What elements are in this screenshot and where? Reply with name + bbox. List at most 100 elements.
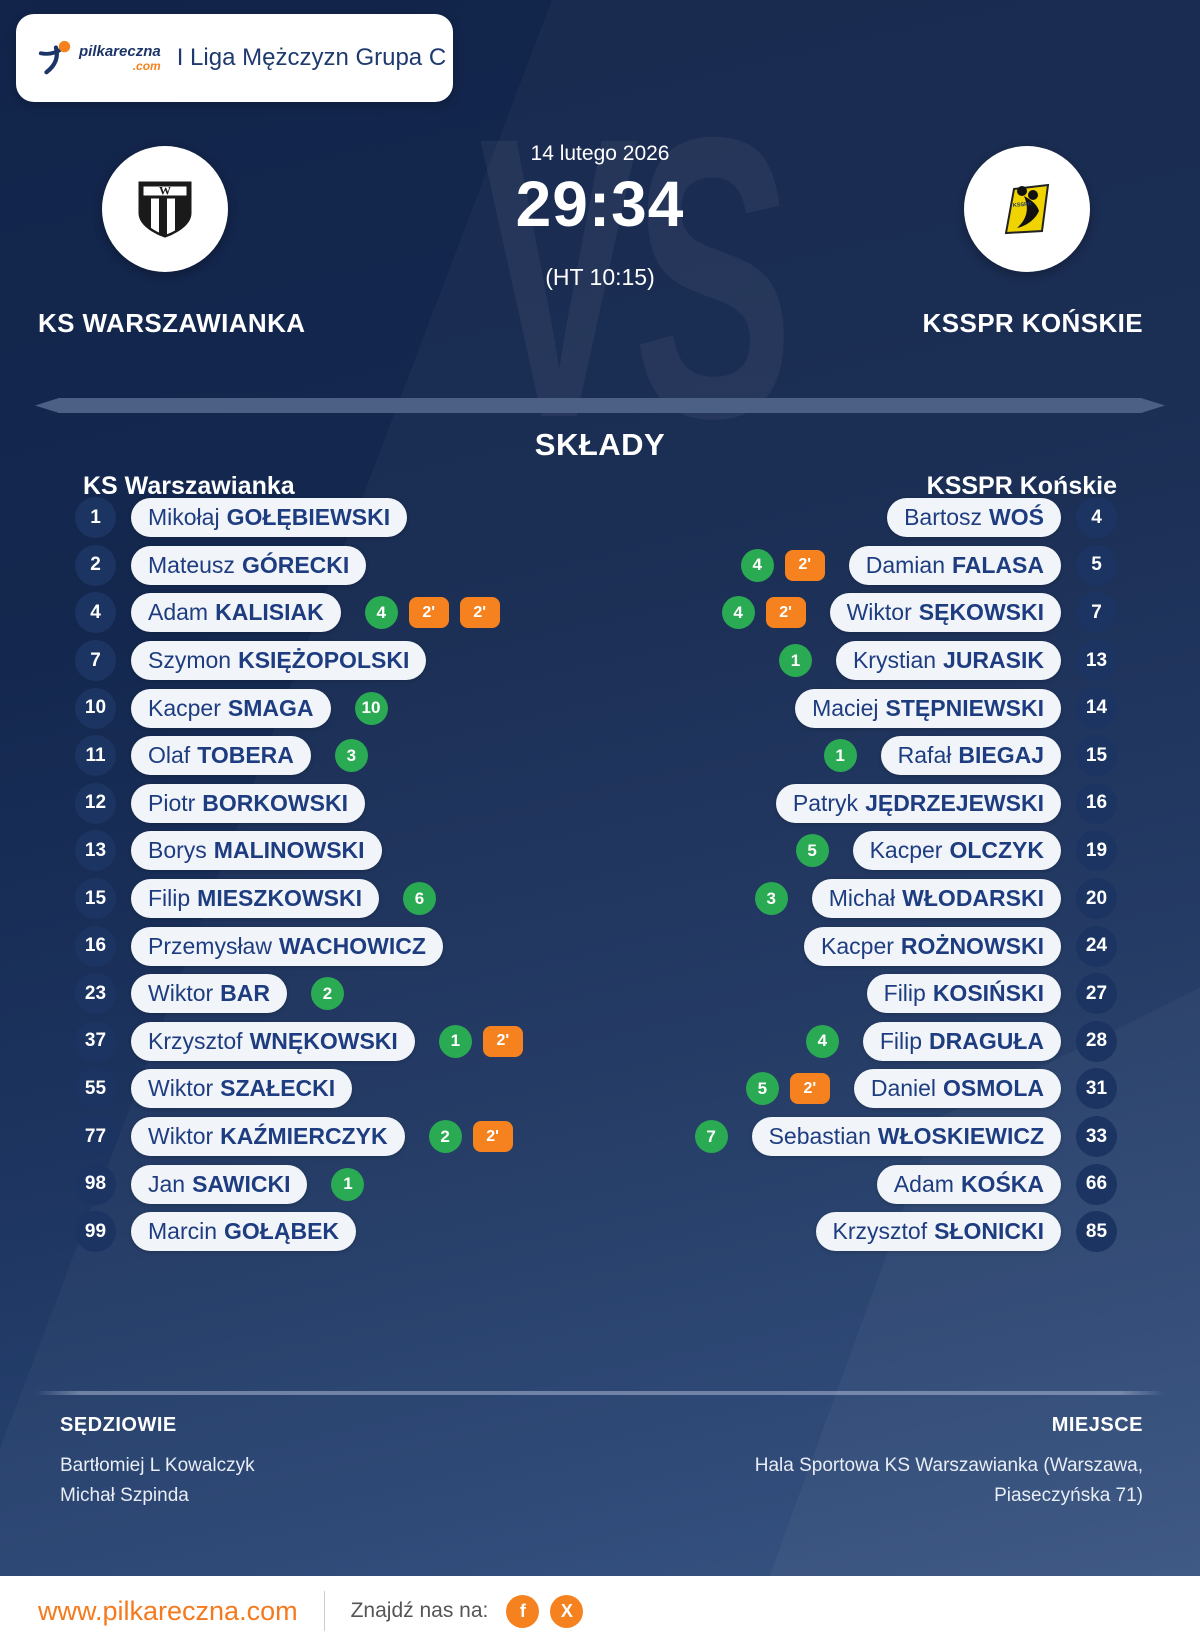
player-first-name: Szymon (148, 647, 232, 674)
player-stat-badges: 2 2' (428, 1120, 513, 1154)
player-row: 37 Krzysztof WNĘKOWSKI 1 2' (75, 1018, 523, 1066)
player-name-pill: Jan SAWICKI (131, 1164, 308, 1204)
warszawianka-shield-icon: W (138, 181, 192, 238)
player-row: 55 Wiktor SZAŁECKI (75, 1065, 353, 1113)
player-name-pill: Wiktor SZAŁECKI (131, 1069, 353, 1109)
two-minute-penalty-badge: 2' (765, 597, 806, 629)
player-first-name: Krystian (852, 647, 937, 674)
player-stat-badges: 7 (694, 1120, 728, 1154)
player-name-pill: Adam KALISIAK (131, 593, 341, 633)
player-name-pill: Filip DRAGUŁA (862, 1021, 1061, 1061)
player-number-badge: 7 (75, 640, 116, 682)
player-row: 23 Wiktor BAR 2 (75, 970, 345, 1018)
player-row: 13 Borys MALINOWSKI (75, 827, 382, 875)
player-name-pill: Kacper ROŻNOWSKI (804, 926, 1061, 966)
player-first-name: Maciej (812, 694, 879, 721)
player-first-name: Kacper (821, 932, 894, 959)
ksspr-crest-icon: KSSPR (1004, 183, 1050, 235)
player-last-name: SZAŁECKI (220, 1075, 336, 1102)
player-last-name: STĘPNIEWSKI (885, 694, 1044, 721)
lineups-section-title: SKŁADY (534, 427, 666, 462)
player-name-pill: Rafał BIEGAJ (880, 736, 1061, 776)
player-first-name: Adam (893, 1170, 954, 1197)
player-first-name: Daniel (870, 1075, 937, 1102)
player-row: 5 Damian FALASA 4 2' (740, 542, 1117, 590)
away-roster: 4 Bartosz WOŚ 5 Damian FALASA 4 2' 7 Wikt… (694, 494, 1117, 1256)
player-first-name: Marcin (148, 1218, 218, 1245)
website-link[interactable]: www.pilkareczna.com (38, 1595, 298, 1626)
player-number-badge: 13 (1076, 640, 1117, 682)
player-first-name: Jan (148, 1170, 186, 1197)
player-stat-badges: 1 (778, 644, 812, 678)
facebook-icon[interactable]: f (506, 1594, 540, 1628)
player-row: 12 Piotr BORKOWSKI (75, 780, 365, 828)
player-last-name: MIESZKOWSKI (197, 885, 363, 912)
player-last-name: WŁODARSKI (902, 885, 1044, 912)
goals-badge: 2 (311, 977, 345, 1011)
player-number-badge: 4 (1076, 497, 1117, 539)
player-stat-badges: 1 2' (438, 1024, 523, 1058)
player-first-name: Mateusz (148, 551, 235, 578)
match-score: 29:34 (515, 168, 685, 240)
player-row: 85 Krzysztof SŁONICKI (815, 1208, 1117, 1256)
player-first-name: Wiktor (846, 599, 912, 626)
player-number-badge: 23 (75, 973, 116, 1015)
player-row: 15 Rafał BIEGAJ 1 (823, 732, 1117, 780)
player-number-badge: 24 (1076, 925, 1117, 967)
player-first-name: Krzysztof (832, 1218, 928, 1245)
player-name-pill: Michał WŁODARSKI (811, 879, 1061, 919)
player-row: 10 Kacper SMAGA 10 (75, 684, 388, 732)
find-us-label: Znajdź nas na: (350, 1599, 489, 1622)
player-stat-badges: 3 (334, 739, 368, 773)
player-row: 4 Bartosz WOŚ (887, 494, 1117, 542)
section-divider-bar (35, 398, 1165, 413)
player-last-name: KSIĘŻOPOLSKI (238, 647, 410, 674)
player-stat-badges: 5 (795, 834, 829, 868)
player-name-pill: Przemysław WACHOWICZ (131, 926, 443, 966)
player-number-badge: 12 (75, 782, 116, 824)
goals-badge: 6 (403, 882, 437, 916)
home-team-logo: W (102, 146, 228, 272)
player-name-pill: Olaf TOBERA (131, 736, 311, 776)
player-last-name: OSMOLA (943, 1075, 1044, 1102)
player-number-badge: 77 (75, 1116, 116, 1158)
venue-text: Hala Sportowa KS Warszawianka (Warszawa,… (754, 1455, 1143, 1506)
player-name-pill: Mateusz GÓRECKI (131, 545, 367, 585)
lineups: 1 Mikołaj GOŁĘBIEWSKI 2 Mateusz GÓRECKI … (75, 494, 1117, 1256)
x-icon[interactable]: X (550, 1594, 584, 1628)
player-number-badge: 66 (1076, 1163, 1117, 1205)
player-name-pill: Krzysztof SŁONICKI (815, 1212, 1061, 1252)
goals-badge: 1 (778, 644, 812, 678)
home-roster-header: KS Warszawianka (83, 472, 295, 500)
goals-badge: 4 (740, 548, 774, 582)
player-row: 66 Adam KOŚKA (876, 1160, 1117, 1208)
player-row: 15 Filip MIESZKOWSKI 6 (75, 875, 437, 923)
player-last-name: TOBERA (197, 742, 294, 769)
player-first-name: Adam (148, 599, 209, 626)
league-title: I Liga Mężczyzn Grupa C (176, 44, 447, 71)
player-name-pill: Marcin GOŁĄBEK (131, 1212, 357, 1252)
match-date: 14 lutego 2026 (530, 142, 670, 165)
player-row: 14 Maciej STĘPNIEWSKI (795, 684, 1117, 732)
two-minute-penalty-badge: 2' (459, 597, 500, 629)
player-stat-badges: 6 (403, 882, 437, 916)
player-last-name: WNĘKOWSKI (249, 1027, 398, 1054)
goals-badge: 1 (823, 739, 857, 773)
player-number-badge: 55 (75, 1068, 116, 1110)
player-last-name: WOŚ (989, 504, 1044, 531)
player-number-badge: 14 (1076, 687, 1117, 729)
goals-badge: 5 (745, 1072, 779, 1106)
player-number-badge: 7 (1076, 592, 1117, 634)
player-last-name: FALASA (952, 551, 1044, 578)
player-name-pill: Kacper SMAGA (131, 688, 331, 728)
goals-badge: 5 (795, 834, 829, 868)
player-last-name: SĘKOWSKI (918, 599, 1044, 626)
player-number-badge: 99 (75, 1211, 116, 1253)
pilkareczna-logo: pilkareczna .com (36, 39, 161, 77)
two-minute-penalty-badge: 2' (784, 549, 825, 581)
away-team-name: KSSPR KOŃSKIE (922, 308, 1143, 338)
player-first-name: Bartosz (904, 504, 983, 531)
player-last-name: GÓRECKI (241, 551, 350, 578)
player-first-name: Piotr (148, 789, 196, 816)
